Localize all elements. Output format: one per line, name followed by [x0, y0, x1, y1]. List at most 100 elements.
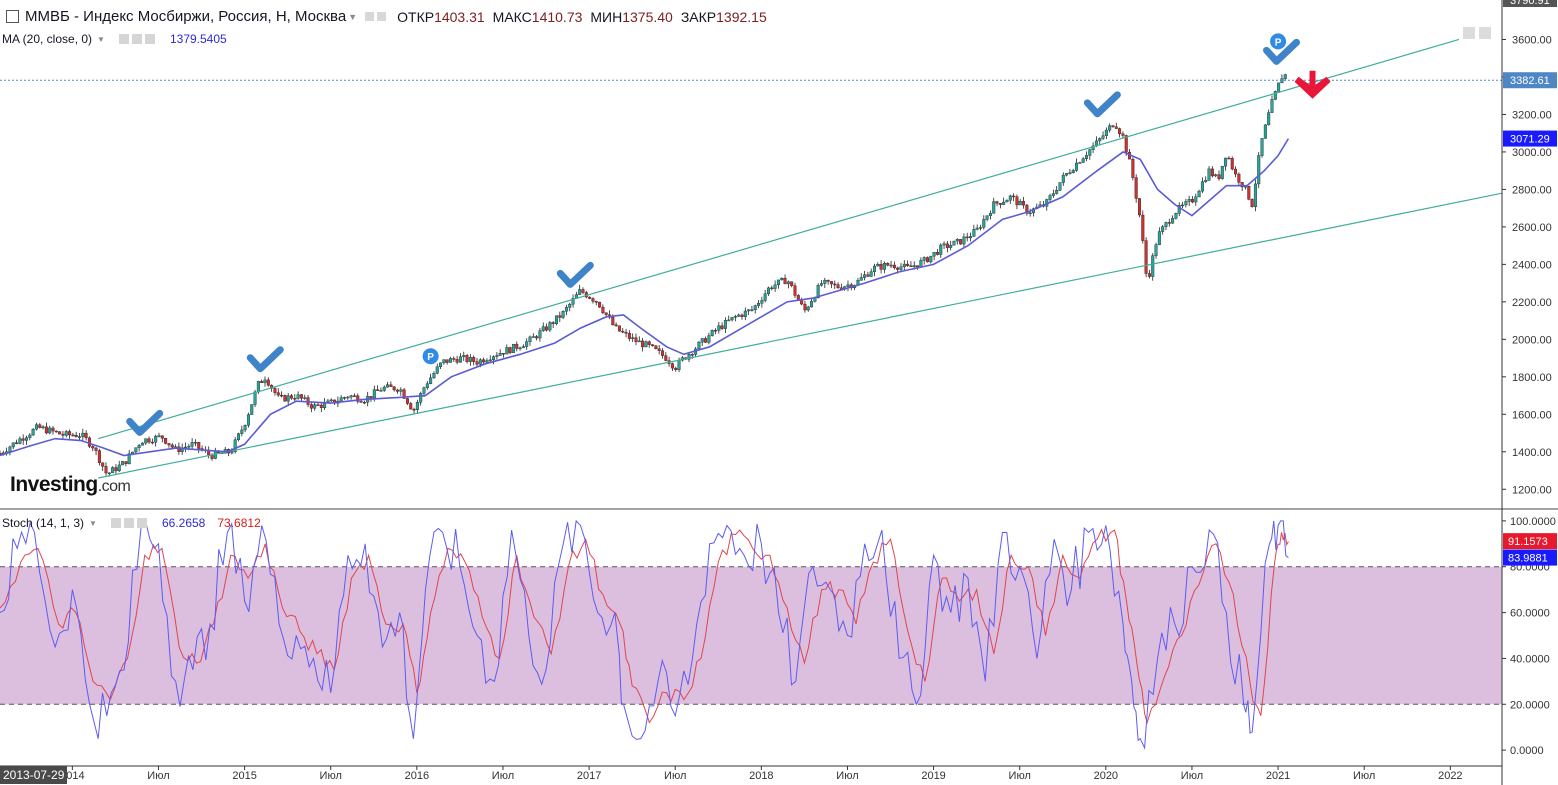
time-axis: 2014 Июл 2015 Июл 2016 Июл 2017 Июл 2018 Июл 2019 И… — [60, 766, 1462, 782]
candle-body — [82, 433, 85, 437]
candle-body — [390, 385, 393, 387]
time-tick-label: Июл — [1353, 770, 1375, 782]
chevron-down-icon[interactable]: ▼ — [348, 12, 357, 22]
candle-body — [65, 431, 68, 435]
candle-body — [1204, 180, 1207, 181]
candle-body — [906, 264, 909, 266]
time-tick-label: Июл — [1009, 770, 1031, 782]
candle-body — [1138, 198, 1141, 215]
chevron-down-icon[interactable]: ▼ — [97, 35, 105, 44]
candle-body — [386, 385, 389, 387]
symbol-title[interactable]: ММВБ - Индекс Мосбиржи, Россия, Н, Москв… — [25, 8, 346, 25]
stoch-label[interactable]: Stoch (14, 1, 3) — [2, 516, 84, 530]
candle-body — [877, 264, 880, 266]
candle-body — [963, 237, 966, 244]
candle-body — [1221, 166, 1224, 179]
candle-body — [347, 397, 350, 398]
close-icon[interactable] — [137, 518, 147, 528]
time-tick-label: Июл — [836, 770, 858, 782]
eye-icon[interactable] — [111, 518, 121, 528]
candle-body — [771, 288, 774, 289]
open-label: ОТКР — [397, 9, 434, 25]
candle-body — [545, 327, 548, 330]
candle-body — [833, 284, 836, 285]
candle-body — [939, 245, 942, 255]
candle-body — [1247, 186, 1250, 199]
candle-body — [350, 396, 353, 397]
candle-body — [95, 448, 98, 451]
candle-body — [1284, 75, 1287, 79]
candle-body — [459, 357, 462, 363]
candle-body — [244, 425, 247, 430]
candle-body — [784, 278, 787, 284]
candle-body — [737, 315, 740, 316]
candle-body — [916, 266, 919, 267]
candle-body — [1257, 156, 1260, 184]
candle-body — [1019, 201, 1022, 205]
time-tick-label: 2017 — [577, 770, 601, 782]
candle-body — [168, 443, 171, 444]
candle-body — [1264, 125, 1267, 139]
candle-body — [105, 466, 108, 473]
candle-body — [923, 257, 926, 260]
candle-body — [1224, 158, 1227, 166]
candle-body — [370, 396, 373, 398]
eye-icon[interactable] — [119, 34, 129, 44]
price-tick-label: 2200.00 — [1512, 297, 1552, 309]
ma20-line — [0, 139, 1288, 456]
candle-body — [138, 445, 141, 447]
candle-body — [635, 338, 638, 342]
candle-body — [655, 346, 658, 349]
price-tag-label: 3382.61 — [1510, 75, 1550, 87]
chart-canvas[interactable]: PP1200.001400.001600.001800.002000.00220… — [0, 0, 1558, 785]
price-tick-label: 2800.00 — [1512, 184, 1552, 196]
candle-body — [1238, 174, 1241, 182]
candle-body — [1191, 199, 1194, 202]
candle-body — [588, 297, 591, 298]
candle-body — [436, 367, 439, 373]
time-tick-label: 2020 — [1094, 770, 1118, 782]
candle-body — [870, 272, 873, 277]
candle-body — [1122, 134, 1125, 136]
time-tick-label: 2015 — [232, 770, 256, 782]
settings-icon[interactable] — [124, 518, 134, 528]
time-tick-label: Июл — [492, 770, 514, 782]
ma-label[interactable]: MA (20, close, 0) — [2, 32, 92, 46]
candle-body — [824, 280, 827, 283]
candle-body — [615, 325, 618, 326]
settings-icon[interactable] — [132, 34, 142, 44]
candle-body — [890, 265, 893, 266]
candle-body — [25, 438, 28, 441]
stoch-tick-label: 40.0000 — [1510, 653, 1550, 665]
candle-body — [996, 202, 999, 204]
candle-body — [1141, 215, 1144, 241]
candle-body — [1194, 197, 1197, 202]
candle-body — [744, 311, 747, 317]
eye-icon[interactable] — [365, 12, 374, 21]
close-pane-icon[interactable] — [1479, 27, 1491, 39]
candle-body — [724, 320, 727, 328]
time-tick-label: Июл — [320, 770, 342, 782]
time-tick-label: 2016 — [405, 770, 429, 782]
close-icon[interactable] — [145, 34, 155, 44]
chevron-down-icon[interactable]: ▼ — [89, 519, 97, 528]
minimize-pane-icon[interactable] — [1463, 27, 1475, 39]
candle-body — [1085, 155, 1088, 158]
logo-suffix: .com — [98, 478, 131, 495]
price-tick-label: 1800.00 — [1512, 372, 1552, 384]
candle-body — [121, 461, 124, 464]
candle-body — [1102, 136, 1105, 139]
candle-body — [618, 326, 621, 331]
settings-icon[interactable] — [377, 12, 386, 21]
candle-body — [1231, 158, 1234, 169]
stoch-d-value: 73.6812 — [217, 516, 260, 530]
candle-body — [0, 453, 1, 454]
candle-body — [499, 353, 502, 355]
candle-body — [1277, 83, 1280, 92]
candle-body — [101, 463, 104, 467]
candle-body — [671, 364, 674, 369]
time-tick-label: Июл — [147, 770, 169, 782]
candle-body — [476, 362, 479, 365]
candle-body — [602, 307, 605, 313]
candle-body — [1271, 99, 1274, 112]
